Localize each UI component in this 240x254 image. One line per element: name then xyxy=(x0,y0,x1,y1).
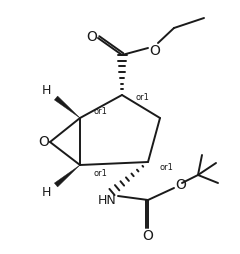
Text: O: O xyxy=(87,30,97,44)
Text: HN: HN xyxy=(98,195,116,208)
Text: or1: or1 xyxy=(135,92,149,102)
Text: or1: or1 xyxy=(159,163,173,171)
Text: or1: or1 xyxy=(93,168,107,178)
Text: O: O xyxy=(39,135,49,149)
Text: O: O xyxy=(176,178,186,192)
Text: O: O xyxy=(150,44,160,58)
Text: H: H xyxy=(41,185,51,198)
Text: O: O xyxy=(143,229,153,243)
Polygon shape xyxy=(54,96,80,118)
Polygon shape xyxy=(54,165,80,187)
Text: H: H xyxy=(41,85,51,98)
Text: or1: or1 xyxy=(93,107,107,117)
